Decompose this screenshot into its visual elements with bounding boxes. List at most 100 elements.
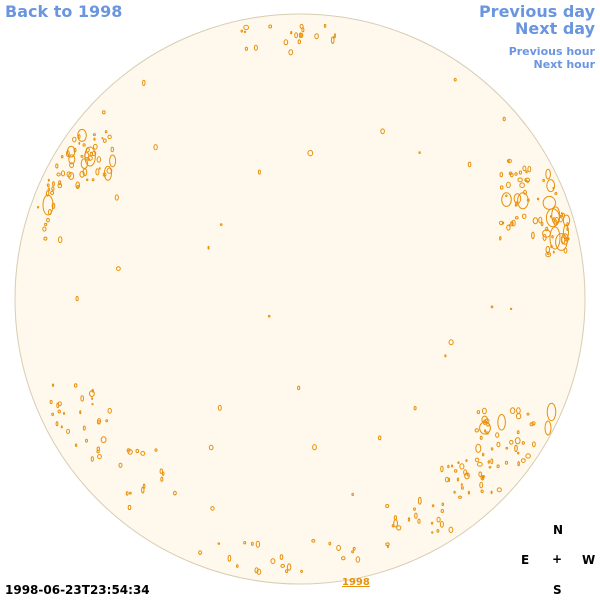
contour-mark [479,421,491,435]
contour-mark [448,339,454,346]
contour-mark [499,185,504,190]
contour-mark [531,421,536,426]
contour-mark [50,190,55,195]
contour-mark [417,496,422,505]
contour-mark [96,156,102,163]
contour-mark [545,208,560,228]
next-day-link[interactable]: Next day [515,19,595,38]
contour-mark [385,504,390,508]
contour-mark [563,247,568,254]
contour-mark [514,437,521,445]
contour-mark [307,150,314,157]
contour-mark [506,158,512,164]
contour-mark [104,130,108,134]
contour-mark [49,399,53,405]
contour-mark [509,439,514,445]
contour-mark [333,35,336,39]
previous-day-link[interactable]: Previous day [478,2,595,21]
back-to-year-link[interactable]: Back to 1998 [5,2,123,21]
contour-mark [74,443,78,447]
contour-mark [484,429,487,433]
contour-mark [497,414,506,431]
contour-mark [559,214,563,218]
contour-mark [453,77,457,82]
contour-mark [562,214,571,227]
contour-mark [490,490,493,495]
contour-mark [526,412,530,416]
contour-mark [352,546,356,551]
contour-mark [68,154,76,165]
contour-mark [55,163,59,169]
contour-mark [508,224,511,227]
contour-mark [467,490,470,495]
contour-mark [58,236,63,244]
contour-mark [80,154,84,158]
contour-mark [87,157,90,161]
contour-mark [56,172,61,177]
year-link[interactable]: 1998 [342,577,370,588]
contour-mark [514,444,518,453]
contour-mark [544,420,552,436]
contour-mark [55,421,59,427]
contour-mark [92,133,96,137]
contour-mark [414,512,418,519]
contour-mark [546,402,557,422]
contour-mark [480,489,484,494]
contour-mark [450,464,454,468]
contour-mark [127,504,132,511]
contour-mark [522,165,527,172]
contour-mark [173,490,177,496]
contour-mark [413,507,416,511]
contour-mark [498,220,504,226]
contour-mark [47,178,50,182]
contour-mark [256,568,262,575]
contour-mark [501,221,505,225]
contour-mark [82,425,86,431]
contour-mark [479,435,483,440]
contour-mark [96,420,101,425]
contour-mark [514,216,519,220]
contour-mark [294,32,299,39]
contour-mark [444,476,449,483]
contour-mark [515,413,522,420]
contour-mark [219,223,223,226]
contour-mark [474,428,479,433]
contour-mark [153,144,158,151]
contour-mark [482,407,487,415]
contour-mark [460,486,464,490]
compass-west: W [582,553,596,567]
contour-mark [114,194,119,201]
contour-mark [477,461,483,467]
next-hour-link[interactable]: Next hour [533,58,596,71]
contour-mark [37,205,40,209]
contour-mark [92,143,98,150]
contour-mark [91,178,95,182]
contour-mark [549,226,561,250]
contour-mark [482,475,485,478]
contour-mark [161,471,165,476]
contour-mark [511,219,516,227]
contour-mark [51,186,55,192]
contour-mark [141,486,145,494]
contour-mark [290,32,292,35]
contour-mark [91,397,94,400]
contour-mark [517,451,520,455]
contour-mark [380,128,385,135]
contour-mark [66,428,71,434]
previous-hour-link[interactable]: Previous hour [508,45,595,58]
contour-mark [496,464,500,469]
contour-mark [66,171,72,178]
contour-mark [532,217,539,225]
contour-mark [323,23,327,28]
contour-mark [43,236,48,241]
contour-mark [542,178,545,182]
contour-mark [102,172,107,177]
contour-mark [198,550,203,555]
contour-mark [453,490,456,494]
contour-mark [297,385,301,391]
contour-mark [475,443,482,453]
contour-mark [490,305,494,309]
contour-mark [527,166,532,173]
contour-mark [98,167,101,170]
contour-mark [436,529,440,533]
